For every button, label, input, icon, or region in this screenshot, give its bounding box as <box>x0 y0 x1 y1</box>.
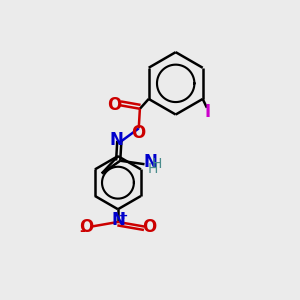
Text: +: + <box>118 212 128 221</box>
Text: N: N <box>111 211 125 229</box>
Text: O: O <box>108 96 122 114</box>
Text: I: I <box>205 103 211 121</box>
Text: H: H <box>151 157 162 170</box>
Text: N: N <box>143 153 157 171</box>
Text: -: - <box>80 224 86 238</box>
Text: O: O <box>79 218 93 236</box>
Text: N: N <box>110 131 123 149</box>
Text: H: H <box>148 162 158 176</box>
Text: O: O <box>132 124 146 142</box>
Text: O: O <box>142 218 157 236</box>
